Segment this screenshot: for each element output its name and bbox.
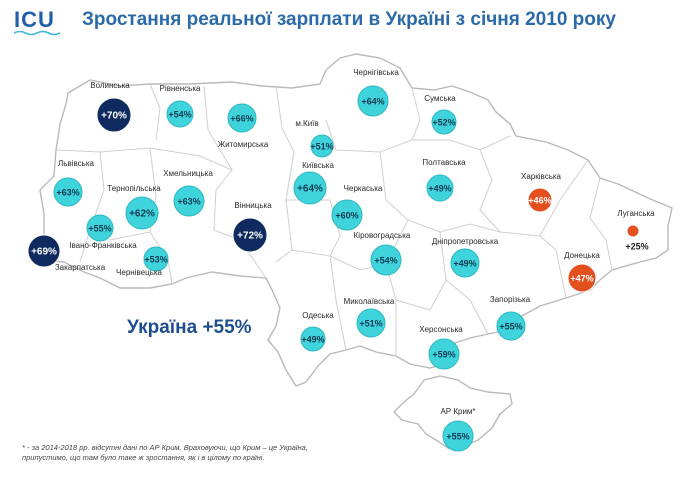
region-9-value: +63% xyxy=(177,197,200,207)
region-0-value: +70% xyxy=(101,111,127,122)
region-9-marker xyxy=(173,185,205,217)
region-21-marker xyxy=(300,326,326,352)
region-24-marker xyxy=(496,311,526,341)
region-0-marker xyxy=(96,97,132,133)
region-19-marker xyxy=(450,248,480,278)
region-2-value: +66% xyxy=(230,114,253,124)
region-12-value: +49% xyxy=(428,184,451,194)
region-16-value: +55% xyxy=(88,224,111,234)
region-14-marker xyxy=(626,224,640,238)
footnote: * - за 2014-2018 рр. відсутні дані по АР… xyxy=(22,443,382,463)
ukraine-total: Україна +55% xyxy=(127,317,252,338)
region-22-value: +51% xyxy=(359,319,382,329)
region-10-marker xyxy=(232,217,268,253)
region-0-label: Волинська xyxy=(90,81,130,90)
region-8-value: +62% xyxy=(129,209,155,220)
region-16-label: Івано-Франківська xyxy=(69,241,137,250)
region-20-marker xyxy=(567,263,597,293)
region-12-label: Полтавська xyxy=(422,158,466,167)
region-8-label: Тернопільська xyxy=(107,184,161,193)
region-15-value: +69% xyxy=(31,247,57,258)
region-13-value: +46% xyxy=(528,196,551,206)
region-5-label: м.Київ xyxy=(295,119,318,128)
region-13-marker xyxy=(527,187,553,213)
region-17-value: +53% xyxy=(144,255,167,265)
region-22-marker xyxy=(356,308,386,338)
region-1-value: +54% xyxy=(168,110,191,120)
region-6-value: +64% xyxy=(297,184,323,195)
region-14-value: +25% xyxy=(625,242,648,252)
region-5-marker xyxy=(310,134,334,158)
region-markers: +70% Волинська +54% Рівненська +66% Житомирсь… xyxy=(27,68,655,452)
region-23-value: +59% xyxy=(432,350,455,360)
region-23-label: Херсонська xyxy=(419,325,463,334)
region-2-label: Житомирська xyxy=(218,140,269,149)
region-11-value: +60% xyxy=(335,211,358,221)
region-16-marker xyxy=(86,214,114,242)
region-2-marker xyxy=(227,103,257,133)
region-4-label: Сумська xyxy=(424,94,456,103)
region-8-marker xyxy=(125,196,159,230)
logo-wave-icon xyxy=(14,30,60,36)
page-title: Зростання реальної зарплати в Україні з … xyxy=(82,9,616,30)
region-18-value: +54% xyxy=(374,256,397,266)
region-17-label: Чернівецька xyxy=(116,268,162,277)
region-13-label: Харківська xyxy=(521,172,562,181)
region-10-label: Вінницька xyxy=(234,201,272,210)
logo: ICU xyxy=(14,7,55,32)
region-3-label: Чернігівська xyxy=(353,68,399,77)
region-10-value: +72% xyxy=(237,231,263,242)
region-7-marker xyxy=(53,177,83,207)
region-5-value: +51% xyxy=(310,142,333,152)
region-6-label: Київська xyxy=(302,161,334,170)
region-22-label: Миколаївська xyxy=(344,297,395,306)
region-15-marker xyxy=(27,234,61,268)
region-1-marker xyxy=(166,100,194,128)
region-7-value: +63% xyxy=(56,188,79,198)
footnote-line-2: припустимо, що там було таке ж зростання… xyxy=(22,453,265,462)
region-7-label: Львівська xyxy=(58,159,94,168)
region-12-marker xyxy=(426,174,454,202)
region-11-label: Черкаська xyxy=(344,184,383,193)
region-21-value: +49% xyxy=(301,335,324,345)
region-24-label: Запорізька xyxy=(490,295,531,304)
region-17-marker xyxy=(143,246,169,272)
region-14-label: Луганська xyxy=(617,209,655,218)
region-6-marker xyxy=(293,171,327,205)
region-25-value: +55% xyxy=(446,432,469,442)
region-24-value: +55% xyxy=(499,322,522,332)
region-19-value: +49% xyxy=(453,259,476,269)
oblast-borders xyxy=(55,83,613,356)
region-20-label: Донецька xyxy=(564,251,600,260)
region-18-label: Кіровоградська xyxy=(354,231,411,240)
region-25-marker xyxy=(442,420,474,452)
region-3-value: +64% xyxy=(361,97,384,107)
region-18-marker xyxy=(370,244,402,276)
region-23-marker xyxy=(428,338,460,370)
region-9-label: Хмельницька xyxy=(163,169,213,178)
region-20-value: +47% xyxy=(570,274,593,284)
region-3-marker xyxy=(357,85,389,117)
region-15-label: Закарпатська xyxy=(55,263,106,272)
region-21-label: Одеська xyxy=(302,311,334,320)
header: ICU Зростання реальної зарплати в Україн… xyxy=(0,0,690,44)
region-1-label: Рівненська xyxy=(160,84,201,93)
region-4-marker xyxy=(431,109,457,135)
region-19-label: Дніпропетровська xyxy=(432,237,499,246)
footnote-line-1: * - за 2014-2018 рр. відсутні дані по АР… xyxy=(22,443,308,452)
region-11-marker xyxy=(331,199,363,231)
region-4-value: +52% xyxy=(432,118,455,128)
region-25-label: АР Крим* xyxy=(440,407,475,416)
